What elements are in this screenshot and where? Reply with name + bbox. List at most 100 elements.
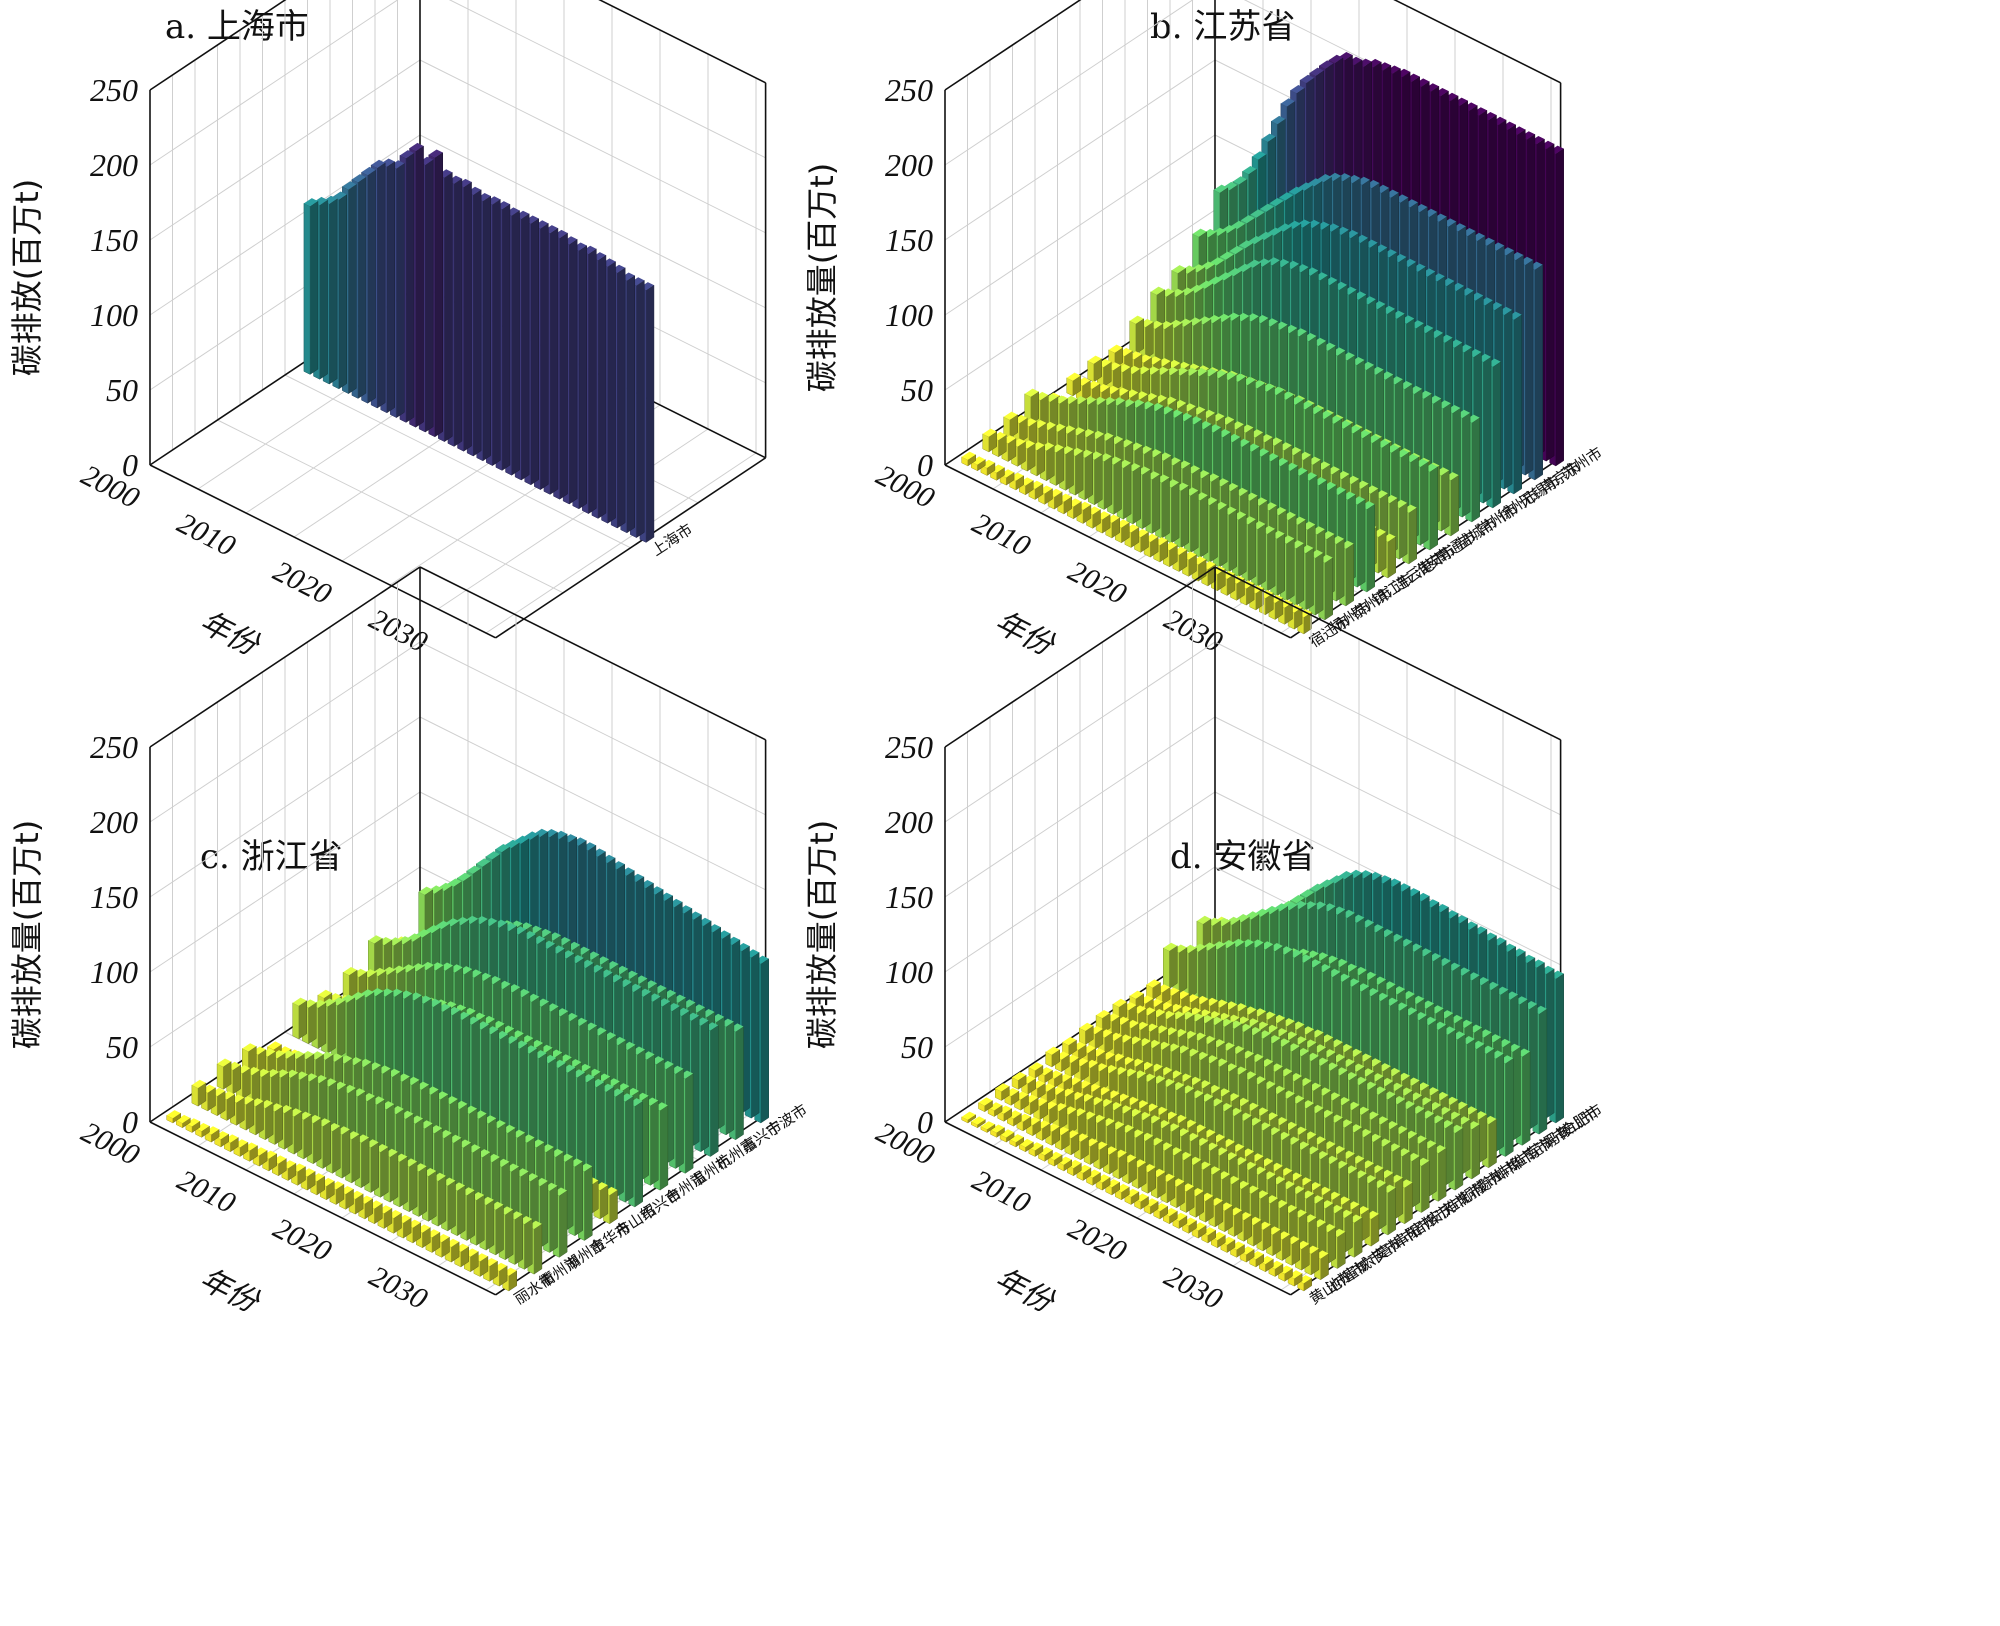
bar-side (1122, 462, 1132, 520)
x-tick-label: 2010 (967, 1163, 1035, 1220)
bar (303, 202, 311, 375)
bar-top (1217, 272, 1232, 281)
bar-side (418, 1165, 427, 1217)
bar-side (588, 248, 597, 515)
bar-side (609, 1189, 618, 1225)
bar-top (343, 966, 358, 976)
z-tick-label: 0 (917, 447, 933, 483)
bar-side (1199, 494, 1209, 558)
bar-top (1258, 231, 1273, 241)
bar-side (684, 1073, 694, 1174)
bar-top (961, 451, 976, 460)
bar-top (1307, 178, 1322, 187)
bar-top (466, 865, 481, 874)
bar-side (1036, 444, 1045, 477)
bar-side (514, 1213, 523, 1265)
bar-side (1437, 1147, 1447, 1202)
z-tick-label: 250 (885, 729, 933, 765)
grid-line (149, 0, 766, 166)
bar-side (750, 951, 760, 1119)
bar-top (1277, 223, 1292, 232)
bar-side (617, 267, 626, 529)
bar-side (485, 1199, 495, 1251)
bar-side (1398, 502, 1408, 560)
bar-side (596, 1081, 605, 1189)
y-tick-label: 宁波市 (763, 1101, 811, 1141)
bar-side (425, 159, 434, 433)
x-tick-label: 2010 (172, 506, 240, 563)
x-axis-label: 年份 (194, 605, 266, 665)
bar-side (1404, 1181, 1413, 1225)
grid-line (149, 641, 766, 823)
bar-side (456, 1184, 466, 1237)
bar-side (245, 1098, 255, 1131)
z-tick-label: 200 (885, 804, 933, 840)
x-axis-label: 年份 (989, 1262, 1061, 1322)
bar-side (1238, 513, 1247, 578)
x-axis-label: 年份 (194, 1262, 266, 1322)
bar-side (1055, 446, 1065, 486)
bar (1163, 947, 1170, 989)
bar-side (574, 1160, 583, 1237)
bar-side (1209, 499, 1218, 563)
bar-side (1377, 1182, 1387, 1231)
series-扬州市 (982, 428, 1333, 621)
bar-side (1065, 448, 1074, 491)
bar-top (1300, 74, 1315, 84)
bar-side (317, 1002, 327, 1049)
bar-side (1555, 148, 1564, 467)
bar-side (1218, 504, 1228, 568)
bar-side (584, 1165, 593, 1241)
bar-side (1247, 518, 1257, 582)
bar-side (524, 1218, 533, 1270)
axis-line (598, 0, 766, 84)
bar-top (1309, 67, 1324, 76)
bar-top (1298, 182, 1313, 191)
bar-side (1145, 321, 1154, 360)
bars-layer (961, 51, 1564, 635)
bar-side (341, 1128, 351, 1179)
grid-line (485, 452, 757, 634)
bar-side (1337, 1231, 1346, 1269)
bar-side (1305, 547, 1314, 611)
bar-top (1238, 240, 1253, 249)
z-tick-label: 100 (90, 297, 138, 333)
series-上海市 (303, 142, 655, 543)
bar-top (399, 150, 414, 159)
bar-side (1408, 507, 1417, 565)
bar-side (1113, 459, 1122, 515)
bar-side (650, 1100, 659, 1186)
bar-side (284, 1107, 293, 1150)
panel-title: a. 上海市 (165, 7, 309, 47)
bar-side (1361, 1208, 1370, 1242)
z-tick-label: 100 (885, 954, 933, 990)
bar-side (408, 1160, 418, 1213)
bar-side (1387, 1187, 1396, 1236)
axis-line (495, 457, 767, 639)
bar-side (1353, 1217, 1363, 1258)
bar-top (1252, 151, 1267, 160)
bar-side (1428, 1142, 1437, 1197)
bar-side (624, 1095, 634, 1203)
bar-side (549, 227, 559, 495)
bars-layer (961, 869, 1564, 1292)
bar-side (1387, 536, 1396, 579)
bar-top (1288, 186, 1303, 195)
bar-top (1219, 251, 1234, 260)
bar-side (530, 218, 539, 486)
bar-side (1534, 264, 1543, 481)
bar-side (1538, 1008, 1548, 1135)
z-axis-label: 碳排放量(百万t) (8, 820, 46, 1050)
bar-top (1237, 263, 1252, 273)
bar-side (336, 999, 346, 1059)
x-tick-label: 2030 (364, 602, 432, 659)
bar-top (1192, 228, 1207, 237)
bar-side (1276, 533, 1285, 597)
bar-side (1356, 498, 1366, 588)
bar-side (274, 1105, 283, 1145)
bar-side (360, 1136, 370, 1189)
axis-line (419, 566, 766, 741)
